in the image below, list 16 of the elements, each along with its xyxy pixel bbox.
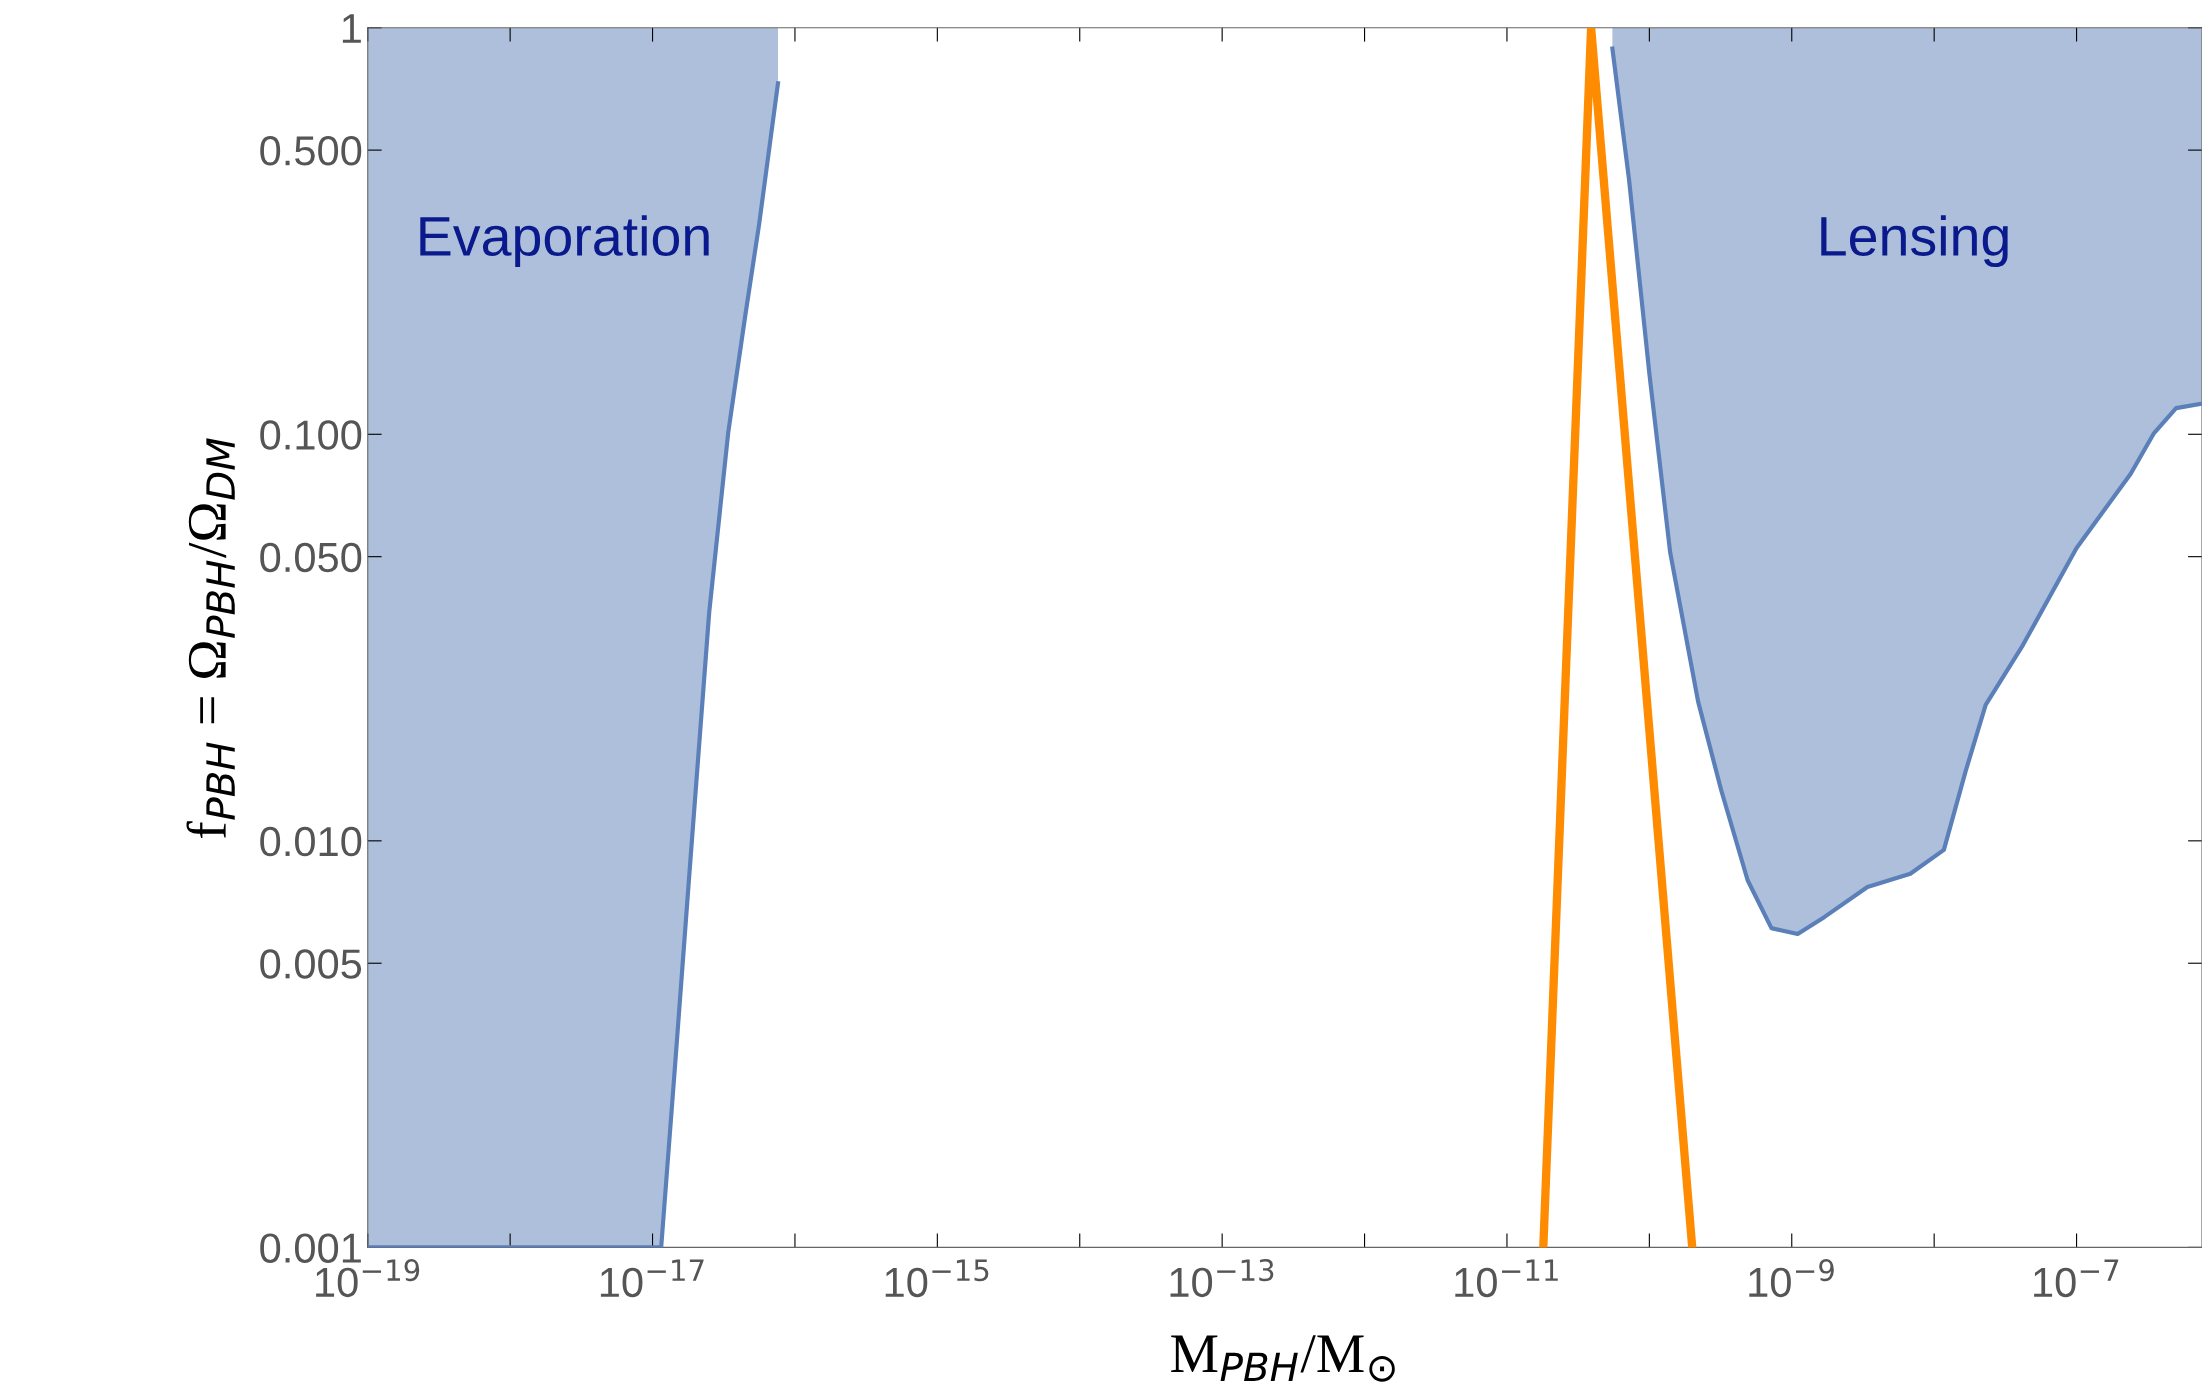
x-tick-label: 10$^{−15}$ xyxy=(885,1259,989,1298)
x-tick-label: 10$^{−11}$ xyxy=(1455,1259,1558,1298)
y-axis-title: f$_{PBH}$ = Ω$_{PBH}$/Ω$_{DM}$ xyxy=(186,438,235,839)
y-tick-label: 0.500 xyxy=(260,136,362,166)
x-tick-label: 10$^{−13}$ xyxy=(1170,1259,1274,1298)
annotation: Evaporation xyxy=(420,215,709,268)
x-tick-label: 10$^{−9}$ xyxy=(1749,1259,1834,1298)
y-tick-label: 0.005 xyxy=(260,949,362,979)
x-tick-label: 10$^{−17}$ xyxy=(600,1259,704,1298)
x-tick-label: 10$^{−7}$ xyxy=(2034,1259,2119,1298)
y-tick-label: 0.100 xyxy=(260,420,362,450)
y-tick-label: 1 xyxy=(342,14,361,43)
x-axis-title: M$_{PBH}$/M$_{⊙}$ xyxy=(1171,1335,1395,1382)
y-tick-label: 0.050 xyxy=(260,542,362,573)
annotation: Lensing xyxy=(1821,215,2008,268)
y-tick-label: 0.010 xyxy=(260,826,362,857)
